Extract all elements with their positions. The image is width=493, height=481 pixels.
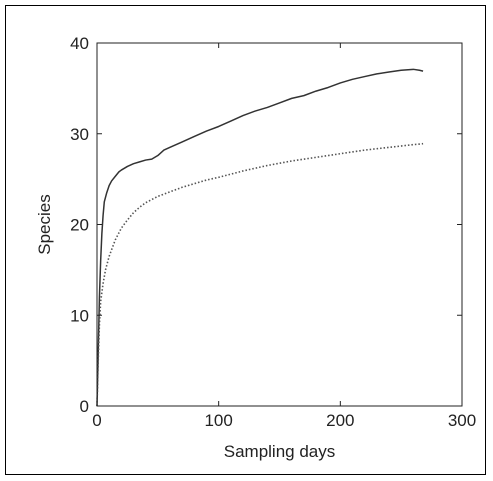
- series-line-0-solid: [96, 68, 424, 407]
- plot-area: [96, 42, 463, 407]
- x-tick-label-0: 0: [92, 411, 101, 430]
- x-tick-label-2: 200: [326, 411, 354, 430]
- figure-frame: [5, 5, 486, 475]
- series-line-1-dotted: [96, 142, 424, 407]
- x-tick-label-1: 100: [204, 411, 232, 430]
- x-tick-label-3: 300: [448, 411, 476, 430]
- y-tick-label-4: 40: [70, 34, 89, 53]
- y-tick-label-1: 10: [70, 306, 89, 325]
- tick-layer: 0 100 200 300 0 10 20 30 40: [70, 34, 476, 430]
- y-tick-label-2: 20: [70, 216, 89, 235]
- x-axis-label: Sampling days: [224, 442, 336, 461]
- y-axis-label: Species: [35, 194, 54, 254]
- y-tick-label-3: 30: [70, 125, 89, 144]
- y-tick-label-0: 0: [80, 397, 89, 416]
- series-layer: [96, 68, 424, 407]
